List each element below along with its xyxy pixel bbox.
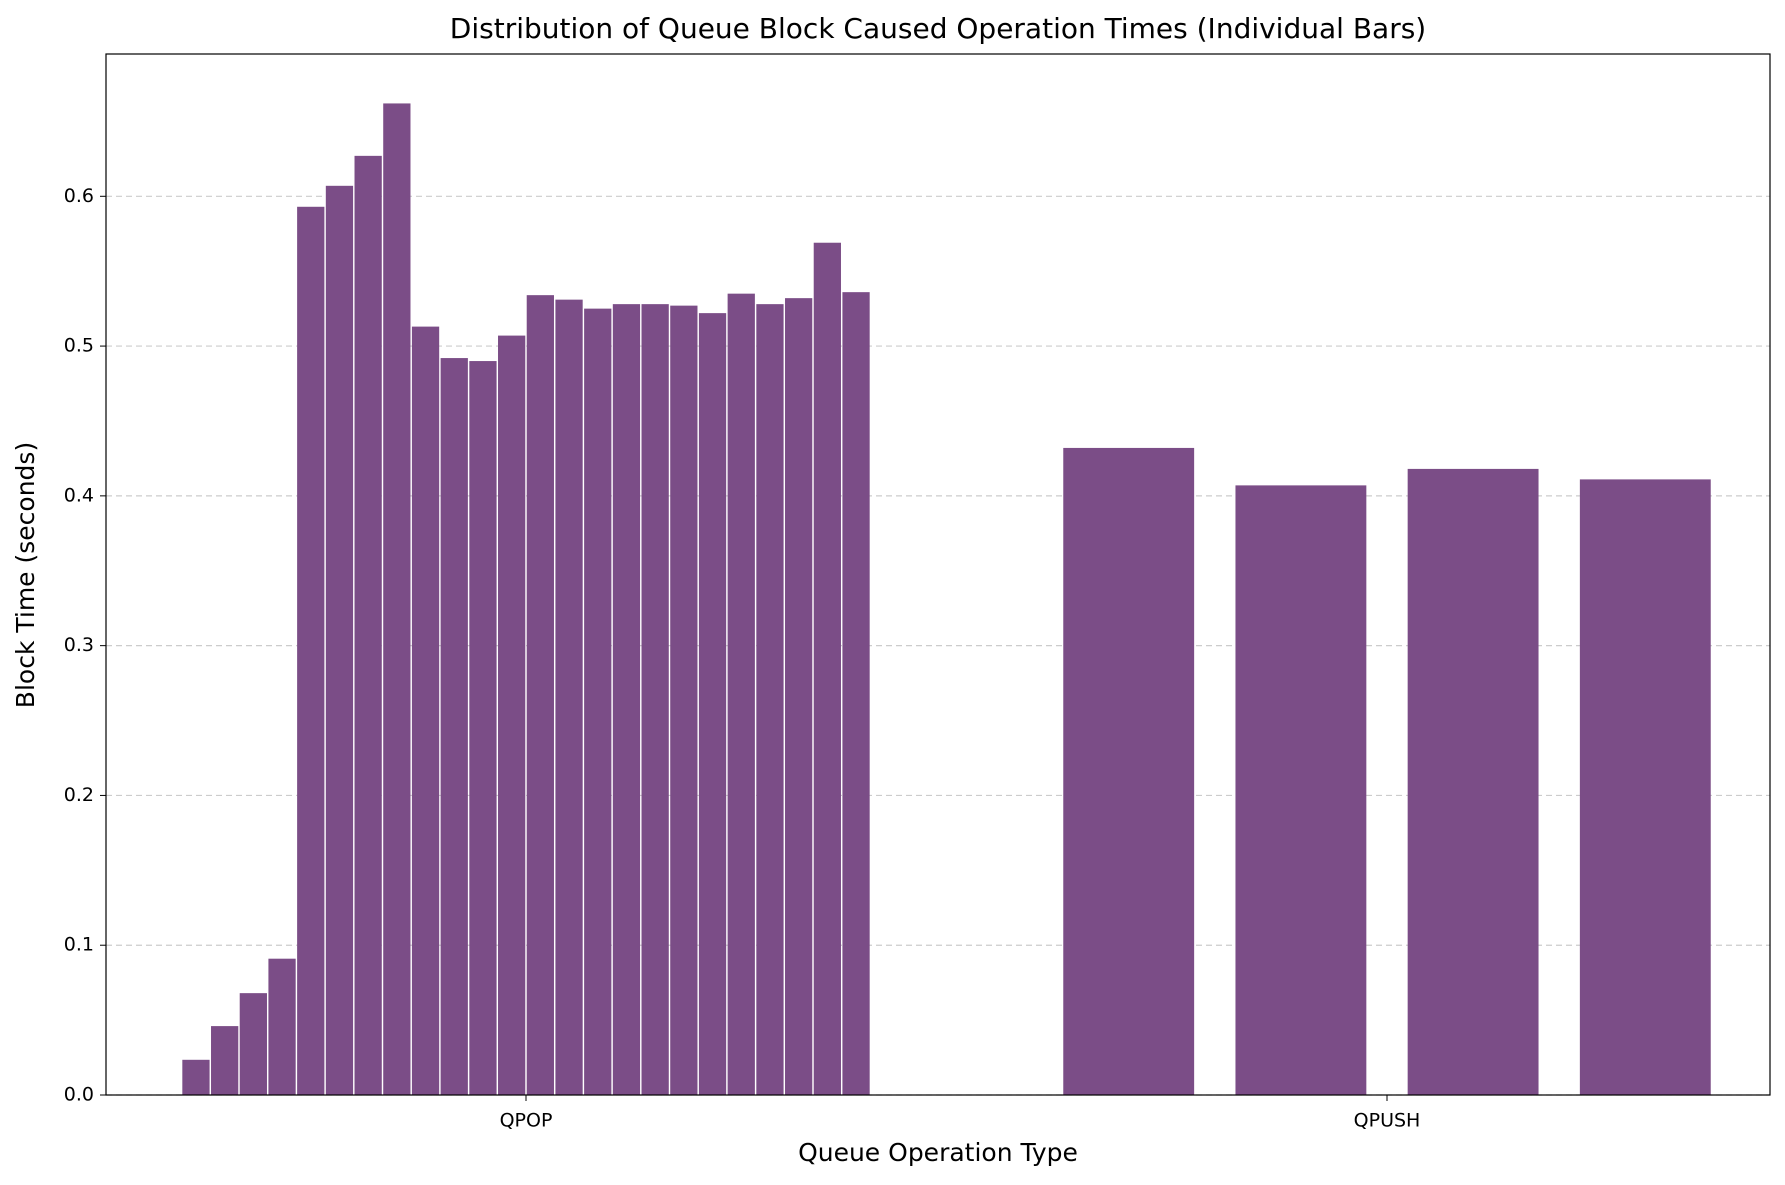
bar — [498, 335, 526, 1095]
bar — [641, 304, 669, 1096]
bar — [354, 155, 382, 1095]
bar — [670, 305, 698, 1095]
x-tick-label: QPUSH — [1354, 1110, 1421, 1132]
bar — [1063, 447, 1195, 1095]
bar — [555, 299, 583, 1095]
bar — [526, 295, 554, 1095]
bar — [1407, 468, 1539, 1095]
y-tick-label: 0.0 — [64, 1084, 94, 1106]
chart-title: Distribution of Queue Block Caused Opera… — [450, 12, 1426, 45]
x-axis-label: Queue Operation Type — [798, 1138, 1078, 1167]
bar — [239, 993, 267, 1095]
plot-frame — [105, 53, 1771, 1096]
bar — [813, 242, 841, 1096]
y-axis-label: Block Time (seconds) — [11, 442, 40, 708]
bar — [469, 361, 497, 1095]
y-tick-label: 0.5 — [64, 335, 94, 357]
bar — [182, 1059, 210, 1095]
bar — [584, 308, 612, 1096]
y-tick-label: 0.2 — [64, 784, 94, 806]
bar — [440, 358, 468, 1095]
bar — [1579, 479, 1711, 1095]
bar — [612, 304, 641, 1096]
bar — [211, 1026, 239, 1095]
y-tick-label: 0.1 — [64, 934, 94, 956]
bar — [756, 304, 784, 1096]
bar — [1235, 485, 1367, 1095]
bar — [268, 958, 296, 1095]
y-tick-label: 0.4 — [64, 484, 94, 506]
y-tick-label: 0.6 — [64, 185, 94, 207]
bar — [325, 185, 354, 1096]
y-tick-label: 0.3 — [64, 634, 94, 656]
bar — [698, 313, 727, 1096]
x-tick-label: QPOP — [500, 1110, 553, 1132]
bar — [842, 292, 870, 1095]
bar — [411, 326, 440, 1096]
bar — [383, 103, 411, 1096]
bar — [727, 293, 755, 1095]
bar — [785, 298, 813, 1095]
bar — [297, 206, 325, 1096]
